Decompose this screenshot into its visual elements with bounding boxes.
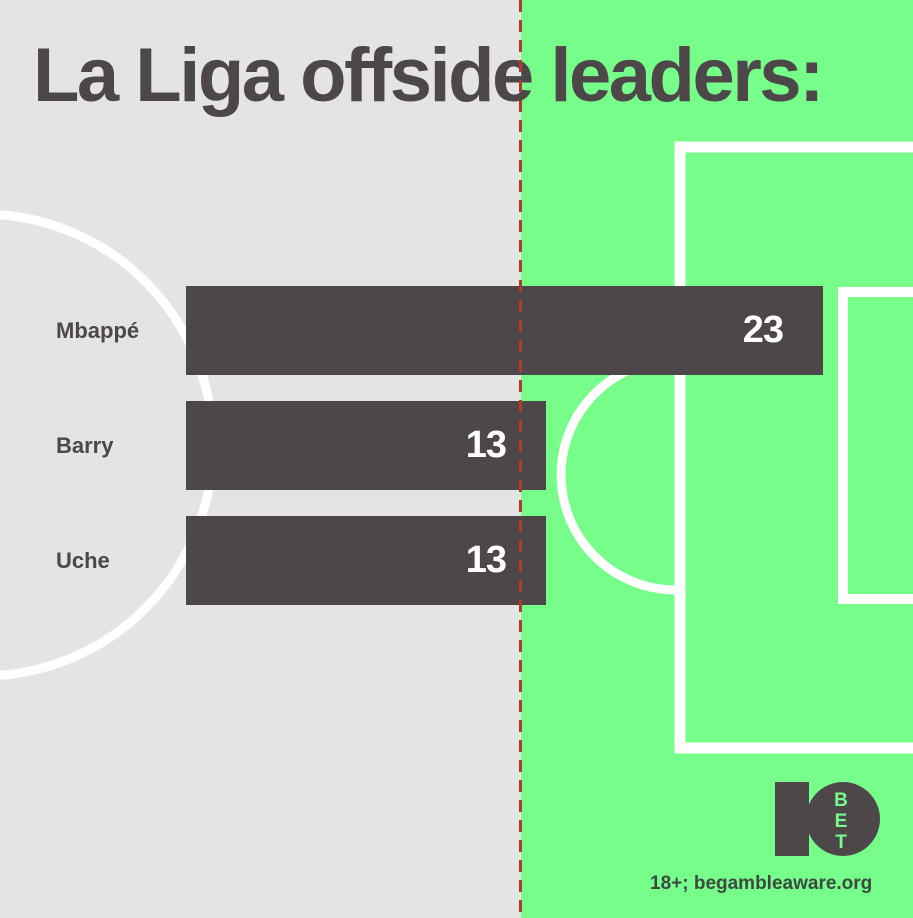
bar-row-mbappe: Mbappé 23 (0, 286, 913, 375)
bar-label: Mbappé (56, 318, 140, 343)
bar: 13 (186, 516, 546, 605)
six-yard-box (838, 287, 913, 604)
bar-label: Uche (56, 548, 110, 573)
brand-logo-icon: B E T (775, 782, 880, 856)
penalty-box (674, 141, 913, 754)
bar-value: 13 (465, 424, 507, 466)
chart-title: La Liga offside leaders: (33, 33, 824, 118)
offside-line (519, 0, 522, 918)
bar: 13 (186, 401, 546, 490)
responsible-gambling-notice: 18+; begambleaware.org (650, 873, 873, 894)
bar-label: Barry (56, 433, 114, 458)
bar-row-barry: Barry 13 (0, 401, 913, 490)
bar-value: 23 (742, 309, 784, 351)
bar-row-uche: Uche 13 (0, 516, 913, 605)
bar: 23 (186, 286, 823, 375)
svg-text:T: T (835, 832, 847, 853)
svg-text:E: E (835, 811, 848, 832)
bar-value: 13 (465, 539, 507, 581)
svg-text:B: B (834, 790, 848, 811)
